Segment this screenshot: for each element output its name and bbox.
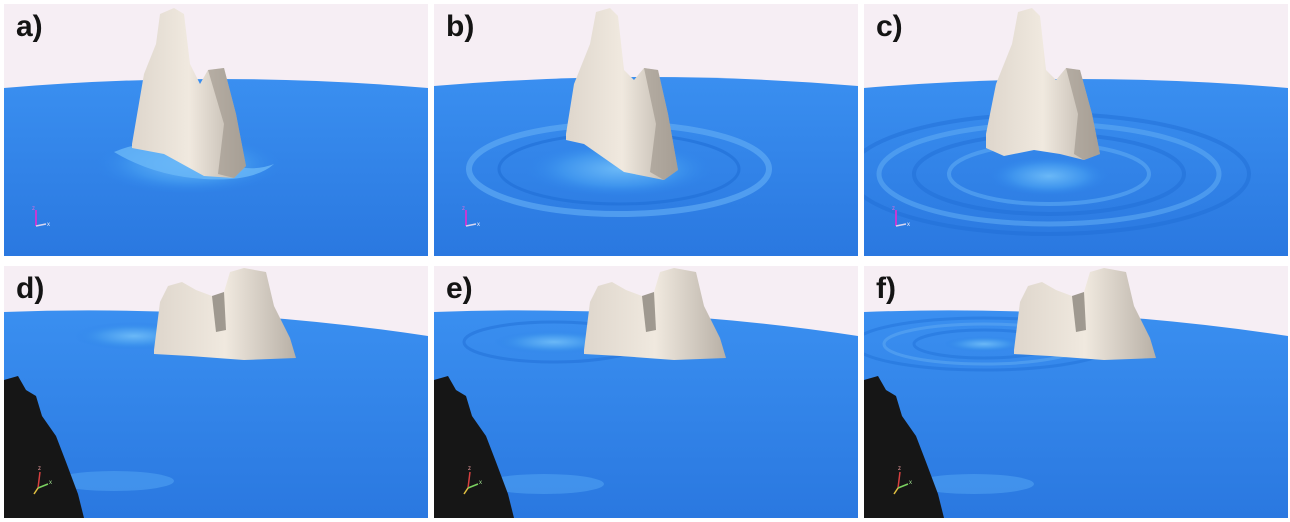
panel-label: c) xyxy=(876,10,903,43)
rock-island xyxy=(986,8,1100,160)
panel-label: d) xyxy=(16,272,45,305)
panel-e-render: z x xyxy=(434,268,858,518)
axis-label-z: z xyxy=(462,206,465,212)
rock-shadow xyxy=(1066,68,1100,160)
axis-label-x: x xyxy=(909,480,912,486)
axis-triad: z x xyxy=(463,466,482,495)
panel-label: b) xyxy=(446,10,475,43)
cliff xyxy=(864,376,944,518)
axis-label-z: z xyxy=(32,206,35,212)
axis-triad: z x xyxy=(32,206,50,228)
axis-label-z: z xyxy=(468,466,471,472)
panel-d: z x d) xyxy=(4,266,428,518)
panel-b-render: z x xyxy=(434,8,858,256)
axis-triad: z x xyxy=(893,466,912,495)
rock-shadow xyxy=(212,292,226,332)
splash-ripple xyxy=(914,474,1034,494)
panel-c: z x c) xyxy=(864,4,1288,256)
panel-e: z x e) xyxy=(434,266,858,518)
axis-label-z: z xyxy=(892,206,895,212)
panel-f-render: z x xyxy=(864,268,1288,518)
rock-shadow xyxy=(642,292,656,332)
splash-ripple xyxy=(54,471,174,491)
axis-triad: z x xyxy=(33,466,52,495)
water-surface xyxy=(4,310,428,518)
rock-island xyxy=(132,8,246,178)
panel-a-render: z x xyxy=(4,8,428,256)
panel-label: f) xyxy=(876,272,896,305)
cliff xyxy=(4,376,84,518)
rock-shadow xyxy=(208,68,246,178)
panel-b: z x b) xyxy=(434,4,858,256)
splash-ripple xyxy=(989,156,1109,196)
water-surface xyxy=(864,310,1288,518)
axis-label-x: x xyxy=(907,222,910,228)
cliff xyxy=(434,376,514,518)
panel-label: e) xyxy=(446,272,473,305)
panel-a: z x a) xyxy=(4,4,428,256)
axis-label-z: z xyxy=(38,466,41,472)
axis-label-x: x xyxy=(479,480,482,486)
rock-island xyxy=(566,8,678,180)
panel-c-render: z x xyxy=(864,8,1288,256)
splash-ripple xyxy=(494,330,614,354)
axis-label-x: x xyxy=(47,222,50,228)
axis-label-z: z xyxy=(898,466,901,472)
panel-f: z x f) xyxy=(864,266,1288,518)
panel-d-render: z x xyxy=(4,268,428,518)
rock-shadow xyxy=(1072,292,1086,332)
splash-ripple xyxy=(484,474,604,494)
splash-ripple xyxy=(944,336,1024,352)
axis-label-x: x xyxy=(49,480,52,486)
axis-triad: z x xyxy=(892,206,910,228)
axis-triad: z x xyxy=(462,206,480,228)
axis-label-x: x xyxy=(477,222,480,228)
panel-label: a) xyxy=(16,10,43,43)
rock-shadow xyxy=(644,68,678,180)
